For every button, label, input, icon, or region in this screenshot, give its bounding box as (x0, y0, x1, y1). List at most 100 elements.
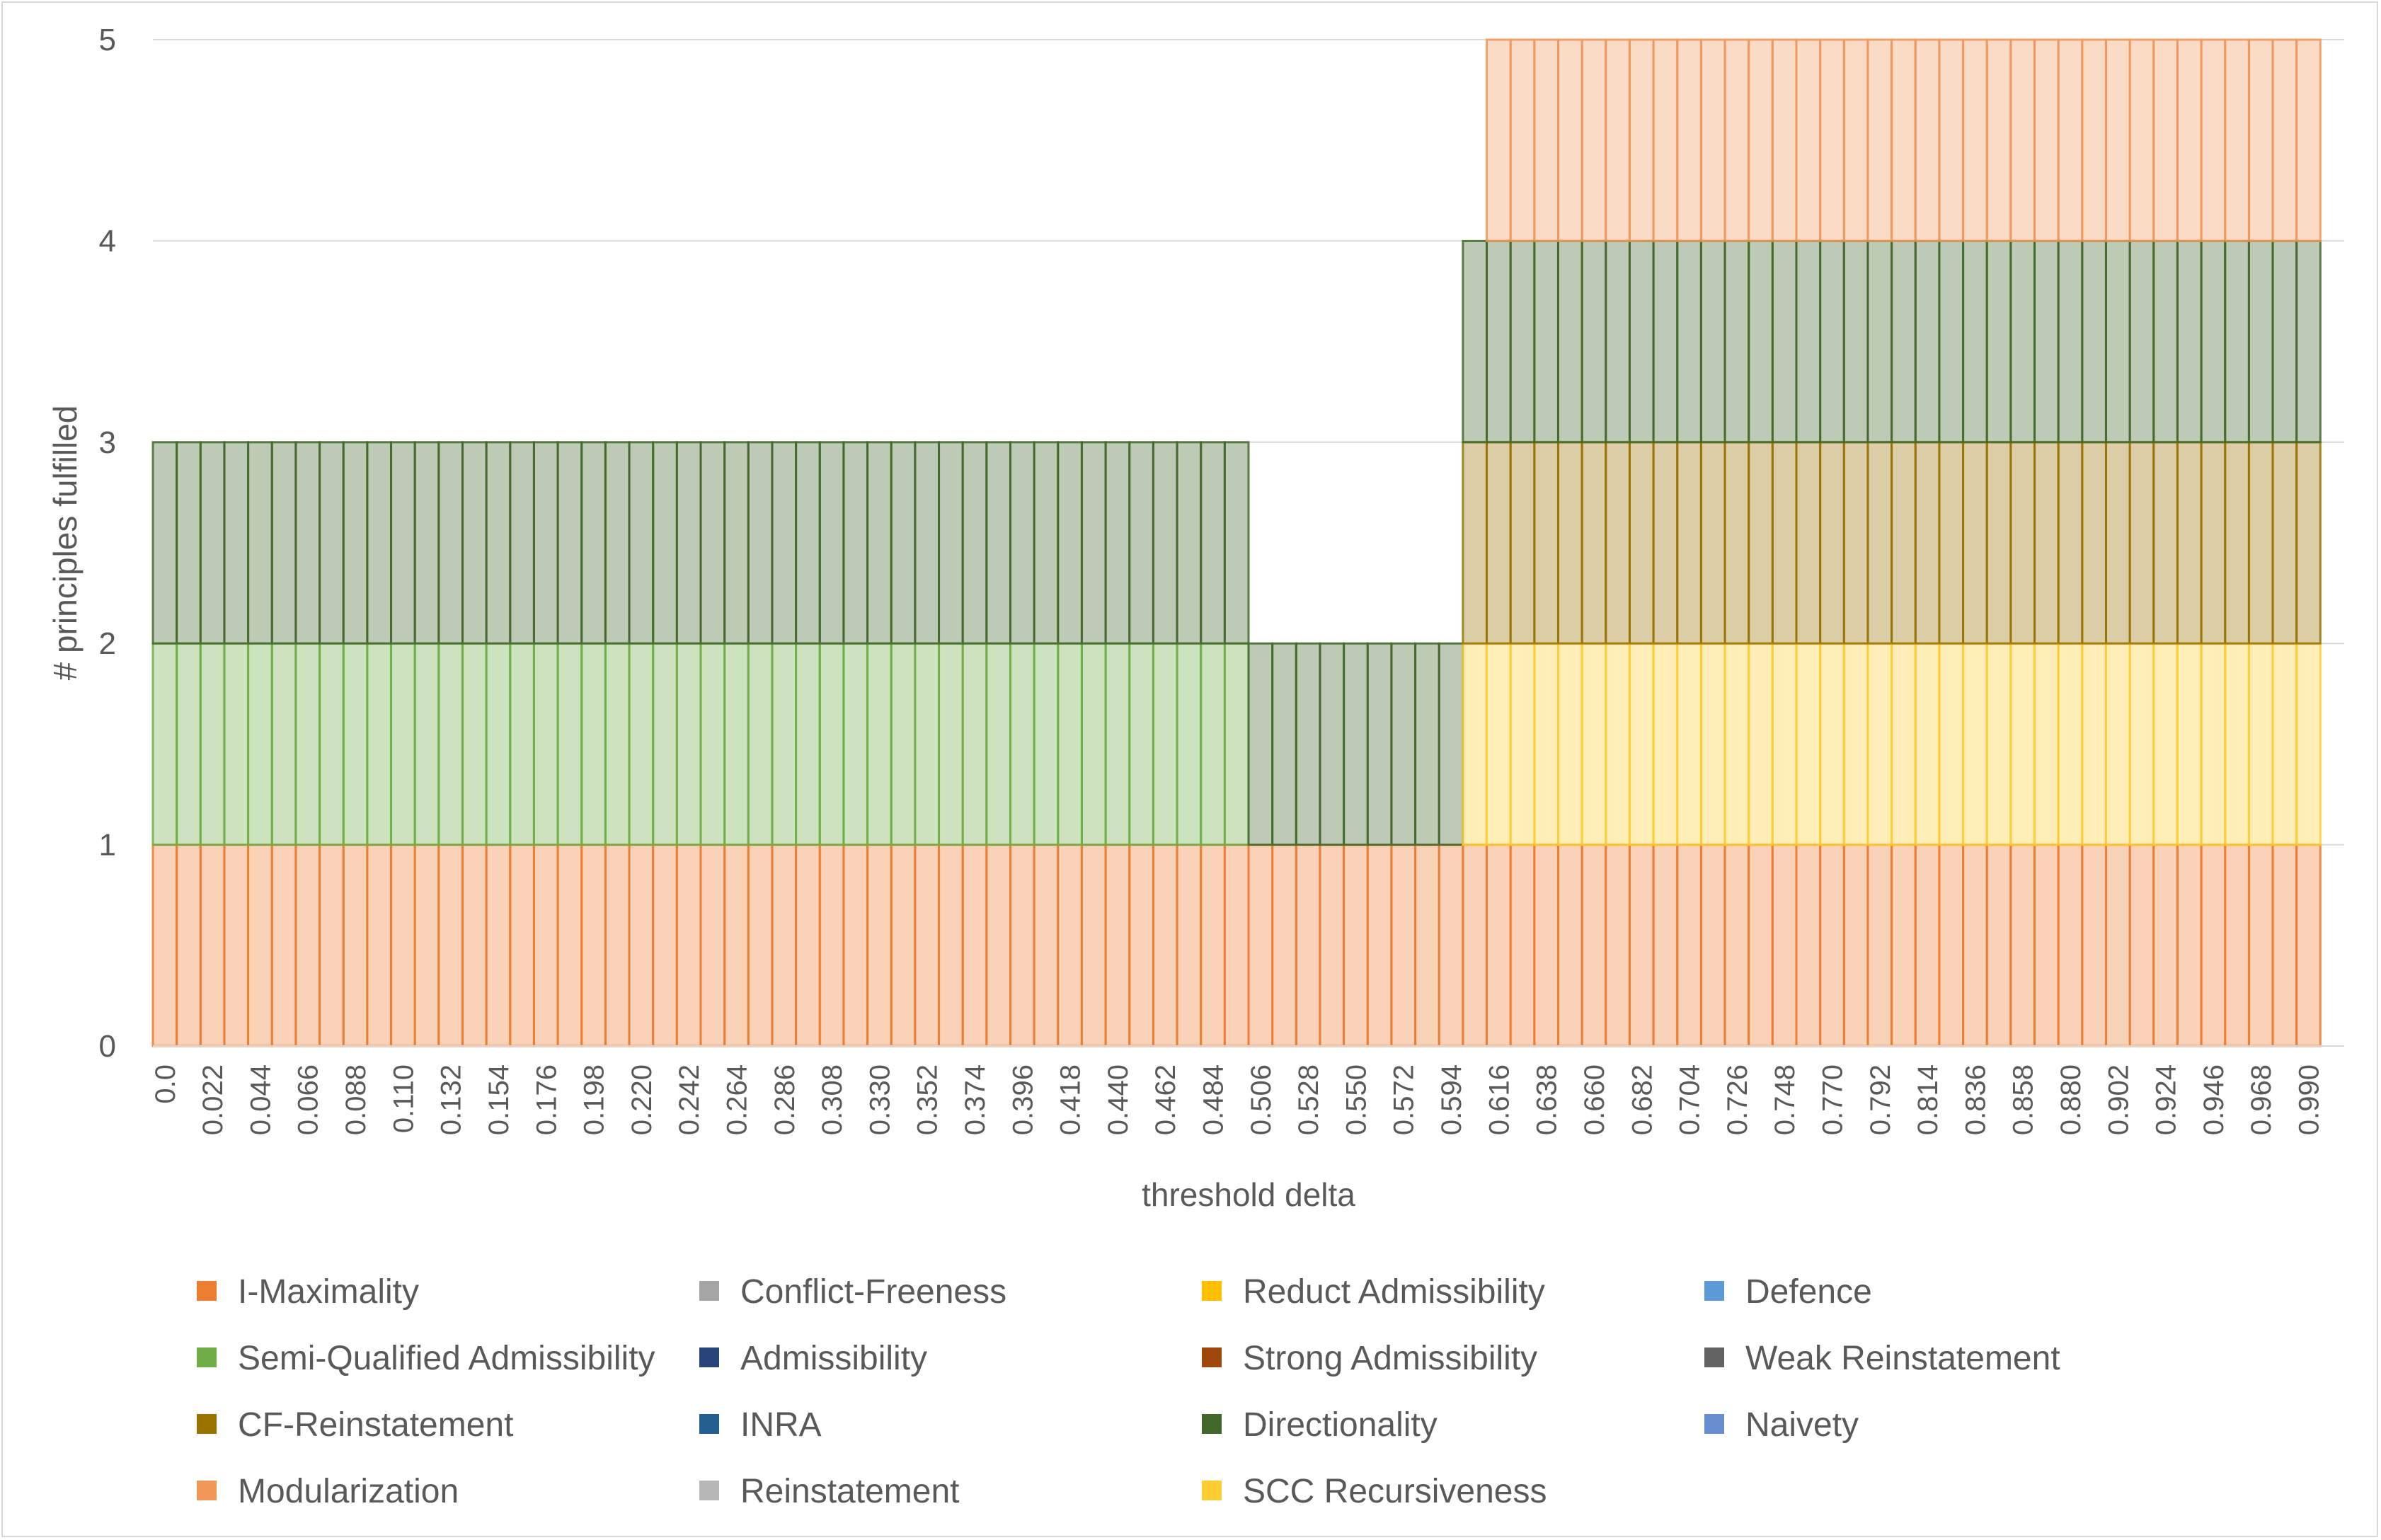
bar-i-maximality-0.704 (1676, 844, 1702, 1047)
legend-swatch-reduct-admissibility (1202, 1281, 1222, 1301)
x-tick-label: 0.022 (197, 1064, 229, 1135)
bar-i-maximality-0.363 (938, 844, 964, 1047)
x-tick-label: 0.066 (293, 1064, 324, 1135)
bar-semi-qualified-admissibility-0.066 (294, 642, 321, 846)
bar-i-maximality-0.924 (2152, 844, 2179, 1047)
bar-i-maximality-0.484 (1200, 844, 1226, 1047)
bar-directionality-0.979 (2271, 239, 2298, 444)
bar-directionality-0.638 (1533, 239, 1559, 444)
bar-scc-recursiveness-0.704 (1676, 642, 1702, 846)
bar-scc-recursiveness-0.968 (2247, 642, 2274, 846)
bar-directionality-0.616 (1486, 239, 1512, 444)
legend-label-conflict-freeness: Conflict-Freeness (740, 1273, 1006, 1311)
bar-directionality-0.704 (1676, 239, 1702, 444)
bar-directionality-0.352 (914, 441, 941, 645)
bar-scc-recursiveness-0.902 (2104, 642, 2131, 846)
bar-directionality-0.385 (985, 441, 1011, 645)
bar-semi-qualified-admissibility-0.22 (628, 642, 655, 846)
bar-i-maximality-0.473 (1176, 844, 1203, 1047)
bar-i-maximality-0.649 (1556, 844, 1583, 1047)
bar-cf-reinstatement-0.682 (1628, 441, 1655, 645)
bar-i-maximality-0.495 (1223, 844, 1250, 1047)
bar-directionality-0.792 (1866, 239, 1893, 444)
x-tick-label: 0.484 (1198, 1064, 1229, 1135)
bar-scc-recursiveness-0.979 (2271, 642, 2298, 846)
bar-directionality-0.022 (199, 441, 226, 645)
bar-i-maximality-0.077 (319, 844, 345, 1047)
bar-i-maximality-0.011 (176, 844, 202, 1047)
bar-cf-reinstatement-0.913 (2128, 441, 2155, 645)
legend-swatch-directionality (1202, 1414, 1222, 1434)
bar-cf-reinstatement-0.671 (1605, 441, 1631, 645)
bar-semi-qualified-admissibility-0.44 (1104, 642, 1131, 846)
x-tick-label: 0.418 (1055, 1064, 1086, 1135)
legend-swatch-modularization (197, 1481, 217, 1500)
y-tick-label-1: 1 (99, 828, 116, 863)
x-tick-label: 0.0 (150, 1064, 181, 1104)
legend: I-Maximality Conflict-Freeness Reduct Admi… (197, 1273, 2060, 1510)
bar-directionality-0.561 (1366, 642, 1393, 846)
bar-cf-reinstatement-0.946 (2200, 441, 2227, 645)
bar-semi-qualified-admissibility-0.396 (1009, 642, 1035, 846)
bar-cf-reinstatement-0.627 (1509, 441, 1536, 645)
bar-modularization-0.957 (2224, 38, 2250, 242)
bar-modularization-0.847 (1985, 38, 2012, 242)
bar-semi-qualified-admissibility-0.308 (818, 642, 845, 846)
bar-directionality-0.682 (1628, 239, 1655, 444)
bar-modularization-0.902 (2104, 38, 2131, 242)
bar-directionality-0.451 (1128, 441, 1154, 645)
bar-modularization-0.748 (1771, 38, 1798, 242)
legend-item-directionality: Directionality (1202, 1406, 1438, 1444)
x-tick-label: 0.704 (1675, 1064, 1706, 1135)
x-tick-label: 0.594 (1436, 1064, 1467, 1135)
legend-label-reduct-admissibility: Reduct Admissibility (1243, 1273, 1545, 1311)
bar-directionality-0.011 (176, 441, 202, 645)
bar-i-maximality-0.11 (390, 844, 416, 1047)
bar-directionality-0.187 (556, 441, 583, 645)
bar-directionality-0.781 (1842, 239, 1869, 444)
bar-modularization-0.781 (1842, 38, 1869, 242)
bar-semi-qualified-admissibility-0.297 (795, 642, 821, 846)
bar-scc-recursiveness-0.781 (1842, 642, 1869, 846)
bar-directionality-0.297 (795, 441, 821, 645)
bar-cf-reinstatement-0.88 (2057, 441, 2084, 645)
bar-modularization-0.77 (1819, 38, 1845, 242)
bar-i-maximality-0.858 (2009, 844, 2036, 1047)
x-tick-label: 0.308 (817, 1064, 848, 1135)
bar-modularization-0.935 (2176, 38, 2203, 242)
bar-i-maximality-0.792 (1866, 844, 1893, 1047)
bar-directionality-0.693 (1652, 239, 1679, 444)
x-tick-label: 0.836 (1960, 1064, 1991, 1135)
bar-directionality-0.495 (1223, 441, 1250, 645)
bar-i-maximality-0.209 (604, 844, 631, 1047)
bar-scc-recursiveness-0.88 (2057, 642, 2084, 846)
bar-i-maximality-0.803 (1891, 844, 1917, 1047)
bar-semi-qualified-admissibility-0.462 (1152, 642, 1178, 846)
bar-semi-qualified-admissibility-0.451 (1128, 642, 1154, 846)
bar-directionality-0.374 (961, 441, 988, 645)
bar-semi-qualified-admissibility-0.374 (961, 642, 988, 846)
x-tick-label: 0.880 (2055, 1064, 2087, 1135)
legend-swatch-i-maximality (197, 1281, 217, 1301)
bar-semi-qualified-admissibility-0.319 (842, 642, 869, 846)
bar-semi-qualified-admissibility-0.044 (247, 642, 273, 846)
bar-semi-qualified-admissibility-0.187 (556, 642, 583, 846)
bar-i-maximality-0.088 (342, 844, 369, 1047)
bar-i-maximality-0.385 (985, 844, 1011, 1047)
bar-i-maximality-0.055 (270, 844, 297, 1047)
bar-i-maximality-0.847 (1985, 844, 2012, 1047)
bar-directionality-0.33 (866, 441, 893, 645)
bar-directionality-0.363 (938, 441, 964, 645)
legend-item-naivety: Naivety (1704, 1406, 1859, 1444)
bar-i-maximality-0.297 (795, 844, 821, 1047)
bar-directionality-0.165 (509, 441, 535, 645)
bar-i-maximality-0.132 (437, 844, 464, 1047)
bars (151, 38, 2322, 1047)
bar-cf-reinstatement-0.902 (2104, 441, 2131, 645)
bar-scc-recursiveness-0.869 (2033, 642, 2060, 846)
bar-semi-qualified-admissibility-0.154 (485, 642, 512, 846)
bar-i-maximality-0.506 (1247, 844, 1274, 1047)
bar-i-maximality-0.033 (223, 844, 250, 1047)
bar-i-maximality-0.022 (199, 844, 226, 1047)
